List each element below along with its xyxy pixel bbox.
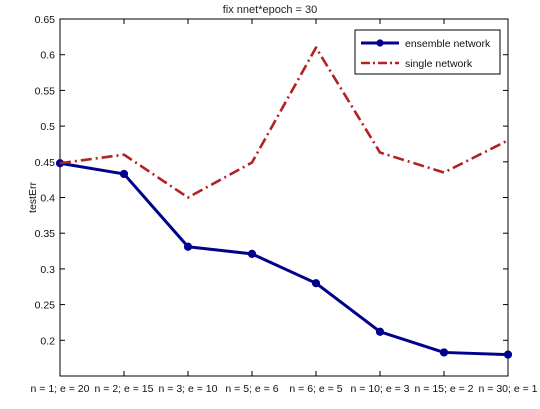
y-tick-label: 0.65 xyxy=(35,14,56,26)
x-tick-label: n = 1; e = 20 xyxy=(31,383,90,395)
y-tick-label: 0.3 xyxy=(40,264,55,276)
data-point xyxy=(183,242,193,251)
x-tick-label: n = 6; e = 5 xyxy=(289,383,342,395)
y-axis-label: testErr xyxy=(27,182,39,213)
data-point xyxy=(375,327,385,336)
legend-marker xyxy=(376,39,384,47)
y-tick-label: 0.35 xyxy=(35,228,56,240)
data-point xyxy=(503,350,513,359)
data-point xyxy=(247,249,257,259)
y-tick-label: 0.2 xyxy=(40,335,55,347)
y-tick-label: 0.55 xyxy=(35,85,56,97)
legend-label: single network xyxy=(405,58,473,70)
x-tick-label: n = 2; e = 15 xyxy=(95,383,154,395)
y-tick-label: 0.25 xyxy=(35,300,56,312)
y-tick-label: 0.6 xyxy=(40,50,55,62)
data-point xyxy=(439,348,449,357)
legend-box xyxy=(354,29,501,75)
y-tick-label: 0.4 xyxy=(40,193,55,205)
series-line-single-network xyxy=(59,46,509,199)
data-point xyxy=(311,279,321,288)
y-tick-label: 0.5 xyxy=(40,121,55,133)
x-tick-label: n = 5; e = 6 xyxy=(225,383,278,395)
chart-title: fix nnet*epoch = 30 xyxy=(222,4,318,16)
data-point xyxy=(119,169,129,179)
x-tick-label: n = 10; e = 3 xyxy=(351,383,410,395)
series-line-ensemble-network xyxy=(59,161,509,357)
plot-area-frame xyxy=(59,18,509,377)
x-tick-label: n = 15; e = 2 xyxy=(415,383,474,395)
x-tick-label: n = 3; e = 10 xyxy=(159,383,218,395)
x-tick-label: n = 30; e = 1 xyxy=(479,383,538,395)
legend-label: ensemble network xyxy=(405,38,491,50)
y-tick-label: 0.45 xyxy=(35,157,56,169)
